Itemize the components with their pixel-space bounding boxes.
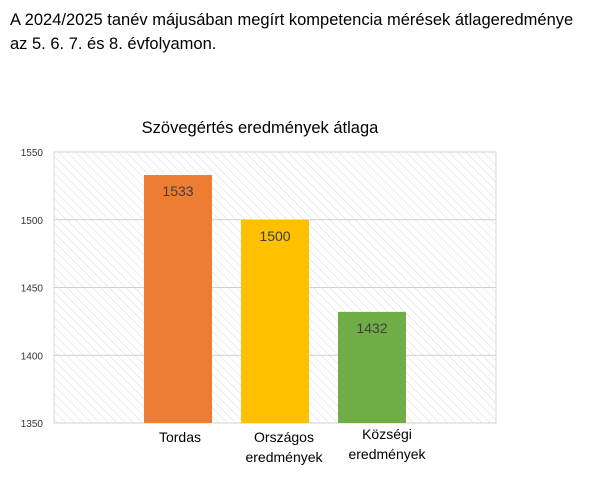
x-category-label-0-0: Tordas — [159, 429, 201, 445]
heading-line-1: A 2024/2025 tanév májusában megírt kompe… — [10, 11, 574, 29]
page-heading: A 2024/2025 tanév májusában megírt kompe… — [10, 8, 600, 56]
y-tick-label-4: 1550 — [21, 148, 44, 159]
y-tick-label-1: 1400 — [21, 351, 44, 362]
x-category-label-1-1: eredmények — [245, 449, 323, 465]
chart-title: Szövegértés eredmények átlaga — [142, 119, 379, 137]
x-category-label-1-0: Országos — [254, 429, 314, 445]
bar-0 — [144, 175, 212, 423]
y-tick-label-3: 1500 — [21, 216, 44, 227]
bar-value-label-1: 1500 — [259, 228, 290, 244]
y-tick-label-2: 1450 — [21, 284, 44, 295]
bar-1 — [241, 219, 309, 423]
y-tick-label-0: 1350 — [21, 419, 44, 430]
bar-2 — [338, 311, 406, 423]
x-category-label-2-1: eredmények — [348, 446, 426, 462]
x-category-label-2-0: Községi — [362, 426, 412, 442]
heading-line-2: az 5. 6. 7. és 8. évfolyamon. — [10, 35, 217, 53]
y-axis: 1350 1400 1450 1500 1550 — [21, 148, 44, 430]
bar-value-label-2: 1432 — [356, 320, 387, 336]
bar-value-label-0: 1533 — [162, 183, 193, 199]
bars: 1533 1500 1432 — [144, 175, 406, 423]
x-axis-labels: Tordas Országos eredmények Községi eredménye… — [159, 426, 427, 465]
